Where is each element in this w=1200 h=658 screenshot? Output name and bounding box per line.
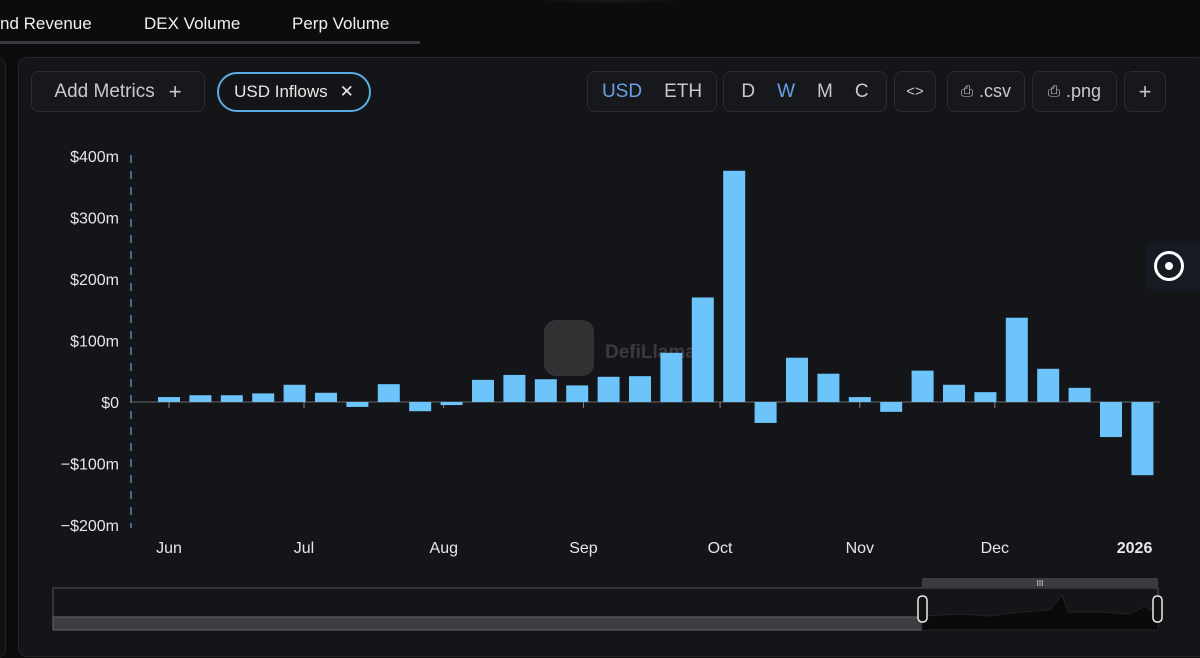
metric-pill-label: USD Inflows <box>234 82 328 101</box>
bar[interactable] <box>158 397 180 402</box>
bar[interactable] <box>817 373 840 402</box>
bar[interactable] <box>943 384 965 402</box>
close-icon[interactable]: ✕ <box>339 82 354 101</box>
brush-drag-bar[interactable] <box>922 578 1158 587</box>
bar[interactable] <box>597 376 620 402</box>
x-tick-label: Jun <box>156 540 182 557</box>
bar[interactable] <box>723 170 746 402</box>
file-download-icon: ⎙ <box>960 83 973 100</box>
bar-chart: DefiLlama $400m $300m $200m $100m $0 −$100m −$… <box>52 149 1163 631</box>
tab-fees-revenue[interactable]: nd Revenue <box>0 14 92 33</box>
bar[interactable] <box>629 376 651 402</box>
bar[interactable] <box>880 402 903 412</box>
bar[interactable] <box>660 352 683 402</box>
add-metrics-label: Add Metrics <box>54 80 155 102</box>
brush-handle-left[interactable] <box>917 595 928 623</box>
y-tick-label: $200m <box>70 272 119 289</box>
bar[interactable] <box>754 402 777 423</box>
currency-eth[interactable]: ETH <box>664 80 703 102</box>
bar[interactable] <box>503 374 526 402</box>
bar[interactable] <box>1037 368 1060 402</box>
bar[interactable] <box>377 384 400 402</box>
bar[interactable] <box>786 357 808 402</box>
x-tick-label: Jul <box>294 540 314 557</box>
bar[interactable] <box>534 379 557 402</box>
bar[interactable] <box>1100 402 1122 438</box>
bar[interactable] <box>189 395 212 402</box>
x-tick-label: Oct <box>708 540 733 557</box>
code-icon: <> <box>906 83 924 100</box>
embed-button[interactable]: <> <box>894 71 936 112</box>
y-tick-label: $300m <box>70 211 119 228</box>
y-tick-label: −$100m <box>61 457 119 474</box>
interval-toggle: D W M C <box>723 71 887 112</box>
interval-d[interactable]: D <box>741 80 756 102</box>
x-tick-label: 2026 <box>1117 540 1153 557</box>
interval-m[interactable]: M <box>817 80 833 102</box>
x-tick-label: Sep <box>569 540 598 557</box>
plus-icon: + <box>168 78 182 104</box>
bar[interactable] <box>220 395 243 402</box>
tab-dex-volume[interactable]: DEX Volume <box>144 14 241 33</box>
currency-toggle: USD ETH <box>587 71 717 112</box>
brush-handle-right[interactable] <box>1152 595 1163 623</box>
bar[interactable] <box>974 392 997 402</box>
bar[interactable] <box>409 402 432 412</box>
bar[interactable] <box>1068 387 1091 402</box>
drag-grip-icon: III <box>1037 579 1044 588</box>
bar[interactable] <box>283 384 306 402</box>
download-png-button[interactable]: ⎙ .png <box>1032 71 1117 112</box>
y-tick-label: −$200m <box>61 518 119 535</box>
bar[interactable] <box>440 402 463 406</box>
x-tick-label: Nov <box>846 540 874 557</box>
brush-unselected-area <box>52 616 923 631</box>
bar[interactable] <box>848 397 871 402</box>
interval-c[interactable]: C <box>854 80 869 102</box>
metric-pill-usd-inflows[interactable]: USD Inflows ✕ <box>217 72 371 112</box>
download-csv-button[interactable]: ⎙ .csv <box>947 71 1025 112</box>
bar[interactable] <box>911 370 934 402</box>
bar[interactable] <box>691 297 714 402</box>
plus-icon: + <box>1138 78 1152 104</box>
interval-w[interactable]: W <box>777 80 796 102</box>
bar[interactable] <box>315 392 337 402</box>
currency-usd[interactable]: USD <box>601 80 643 102</box>
bar[interactable] <box>1131 402 1154 476</box>
tab-bar: nd Revenue DEX Volume Perp Volume <box>0 0 420 44</box>
range-brush[interactable]: III <box>52 578 1163 631</box>
csv-label: .csv <box>979 81 1012 101</box>
add-metrics-button[interactable]: Add Metrics + <box>31 71 205 112</box>
bar[interactable] <box>566 385 589 402</box>
tab-perp-volume[interactable]: Perp Volume <box>292 14 390 33</box>
bar[interactable] <box>252 393 275 402</box>
add-chart-button[interactable]: + <box>1124 71 1166 112</box>
y-tick-label: $0 <box>101 395 119 412</box>
background-glow <box>500 0 720 4</box>
chart-panel <box>18 57 1200 657</box>
svg-text:DefiLlama: DefiLlama <box>605 342 696 363</box>
file-download-icon: ⎙ <box>1047 83 1060 100</box>
side-widget-button[interactable] <box>1146 241 1200 291</box>
y-tick-label: $100m <box>70 334 119 351</box>
png-label: .png <box>1065 81 1102 101</box>
bar[interactable] <box>472 379 494 402</box>
x-tick-label: Dec <box>981 540 1009 557</box>
x-tick-label: Aug <box>430 540 458 557</box>
llama-ai-icon <box>1154 251 1184 281</box>
bar[interactable] <box>1005 317 1028 402</box>
brush-mini-chart <box>921 593 1159 631</box>
y-tick-label: $400m <box>70 149 119 166</box>
bar[interactable] <box>346 402 369 407</box>
